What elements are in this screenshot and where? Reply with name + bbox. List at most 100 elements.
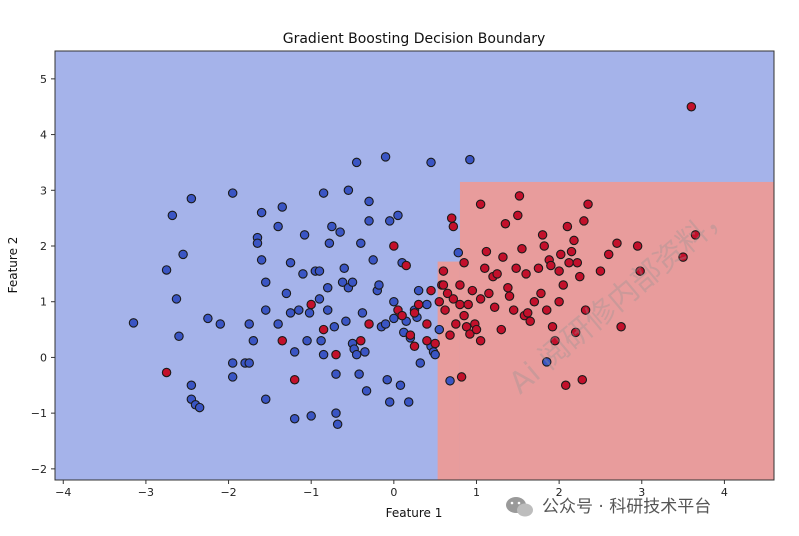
point-class-0 xyxy=(244,358,254,368)
point-class-0 xyxy=(128,318,139,328)
point-class-0 xyxy=(273,221,283,232)
point-class-1 xyxy=(409,341,420,352)
point-class-0 xyxy=(327,221,337,232)
point-class-1 xyxy=(446,213,457,223)
x-tick-label: −1 xyxy=(303,486,319,499)
point-class-1 xyxy=(475,335,486,346)
point-class-1 xyxy=(632,241,643,251)
point-class-1 xyxy=(413,299,424,310)
point-class-1 xyxy=(475,199,486,209)
point-class-1 xyxy=(521,269,531,279)
point-class-1 xyxy=(603,249,614,260)
point-class-1 xyxy=(451,319,461,329)
point-class-0 xyxy=(318,349,329,360)
point-class-0 xyxy=(356,238,366,248)
point-class-1 xyxy=(422,319,432,329)
point-class-1 xyxy=(550,335,560,346)
point-class-0 xyxy=(422,299,432,310)
point-class-1 xyxy=(434,296,445,307)
point-class-0 xyxy=(314,294,325,304)
point-class-1 xyxy=(484,288,494,299)
x-tick-label: 2 xyxy=(556,486,563,499)
point-class-0 xyxy=(426,157,436,168)
point-class-0 xyxy=(331,408,341,418)
point-class-1 xyxy=(690,230,701,240)
point-class-0 xyxy=(316,335,326,346)
point-class-1 xyxy=(489,302,500,313)
point-class-0 xyxy=(227,188,238,198)
x-axis-label: Feature 1 xyxy=(386,506,443,520)
point-class-1 xyxy=(579,216,589,226)
point-class-0 xyxy=(260,394,271,404)
point-class-0 xyxy=(395,380,406,391)
y-tick-label: −1 xyxy=(31,407,47,420)
point-class-1 xyxy=(479,263,490,274)
y-axis-label: Feature 2 xyxy=(6,237,20,294)
point-class-1 xyxy=(356,335,366,346)
point-class-1 xyxy=(475,294,486,304)
point-class-0 xyxy=(332,419,343,430)
region-class-1-0 xyxy=(437,261,460,480)
point-class-1 xyxy=(635,266,645,276)
point-class-0 xyxy=(285,257,296,268)
point-class-0 xyxy=(453,247,464,258)
point-class-0 xyxy=(335,227,345,237)
point-class-1 xyxy=(547,322,558,332)
point-class-1 xyxy=(536,288,546,299)
y-tick-label: 0 xyxy=(40,351,47,364)
point-class-1 xyxy=(562,221,573,232)
x-tick-label: −2 xyxy=(220,486,236,499)
point-class-1 xyxy=(445,330,455,340)
point-class-1 xyxy=(498,252,508,262)
point-class-0 xyxy=(215,319,226,329)
point-class-0 xyxy=(364,216,374,226)
point-class-0 xyxy=(186,193,197,204)
point-class-0 xyxy=(294,305,304,315)
point-class-0 xyxy=(289,347,300,357)
point-class-1 xyxy=(481,246,492,257)
point-class-1 xyxy=(426,285,436,296)
point-class-0 xyxy=(357,308,368,318)
point-class-0 xyxy=(174,331,184,342)
point-class-1 xyxy=(513,210,523,221)
point-class-0 xyxy=(430,349,440,360)
point-class-0 xyxy=(351,349,362,360)
x-tick-label: −4 xyxy=(55,486,71,499)
point-class-0 xyxy=(393,210,403,221)
point-class-0 xyxy=(354,369,364,379)
point-class-0 xyxy=(298,269,308,279)
point-class-0 xyxy=(339,263,350,274)
point-class-0 xyxy=(256,255,267,265)
point-class-0 xyxy=(368,255,378,265)
region-class-1-1 xyxy=(459,181,774,480)
point-class-0 xyxy=(341,316,351,326)
point-class-1 xyxy=(546,260,556,271)
x-tick-label: 3 xyxy=(638,486,645,499)
point-class-1 xyxy=(456,372,467,382)
point-class-1 xyxy=(612,238,622,248)
point-class-1 xyxy=(537,230,548,240)
point-class-1 xyxy=(508,305,519,315)
point-class-1 xyxy=(572,257,583,268)
point-class-1 xyxy=(409,308,420,318)
point-class-1 xyxy=(569,235,579,246)
point-class-0 xyxy=(329,322,340,332)
scatter-points xyxy=(128,101,701,430)
point-class-1 xyxy=(595,266,606,276)
point-class-0 xyxy=(186,380,197,391)
point-class-1 xyxy=(554,296,564,307)
x-tick-label: −3 xyxy=(138,486,154,499)
point-class-1 xyxy=(455,299,465,310)
point-class-1 xyxy=(533,263,544,274)
point-class-0 xyxy=(161,265,172,275)
point-class-0 xyxy=(415,358,426,368)
point-class-0 xyxy=(314,266,325,276)
point-class-0 xyxy=(203,313,213,324)
point-class-1 xyxy=(389,241,399,251)
point-class-0 xyxy=(374,280,384,290)
point-class-0 xyxy=(167,210,178,221)
point-class-0 xyxy=(445,376,455,386)
point-class-0 xyxy=(178,249,188,260)
y-tick-label: 5 xyxy=(40,73,47,86)
